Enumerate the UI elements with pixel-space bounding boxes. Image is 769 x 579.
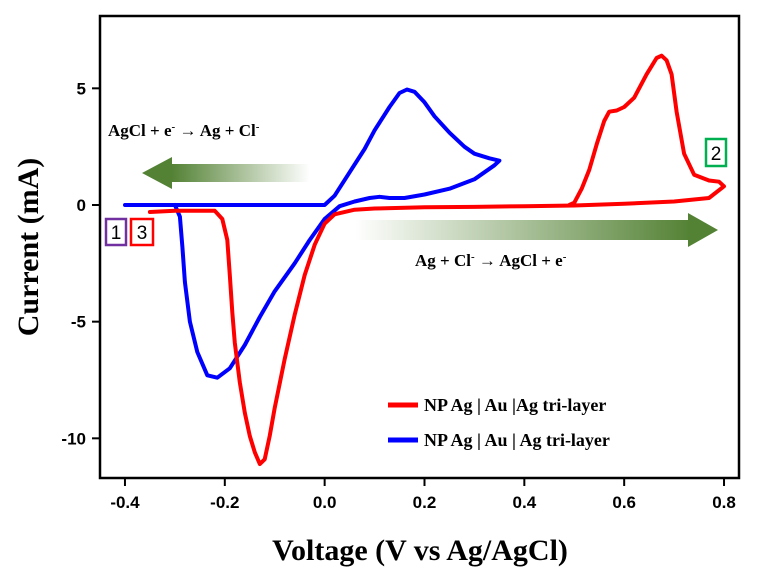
marker-box-1: 1 [104, 217, 128, 247]
series-red-line [147, 53, 726, 466]
oxidation-equation: Ag + Cl- → AgCl + e- [415, 251, 567, 270]
svg-text:2: 2 [711, 144, 722, 165]
y-axis-ticks: -10 -5 0 5 [61, 79, 100, 448]
y-tick-label: 5 [77, 79, 86, 98]
y-tick-label: 0 [77, 196, 86, 215]
series-blue-line [123, 87, 502, 380]
svg-text:1: 1 [111, 223, 122, 244]
legend-label-blue: NP Ag | Au | Ag tri-layer [424, 430, 610, 450]
x-tick-label: 0.2 [413, 493, 437, 512]
x-tick-label: -0.4 [110, 493, 140, 512]
oxidation-arrow [355, 213, 718, 247]
marker-box-3: 3 [129, 217, 155, 247]
x-tick-label: -0.2 [210, 493, 239, 512]
x-axis-ticks: -0.4 -0.2 0.0 0.2 0.4 0.6 0.8 [110, 478, 736, 512]
svg-text:3: 3 [137, 223, 148, 244]
plot-area-frame [98, 14, 741, 480]
x-axis-title: Voltage (V vs Ag/AgCl) [272, 534, 568, 567]
reduction-arrow [142, 157, 310, 189]
legend-label-red: NP Ag | Au |Ag tri-layer [424, 395, 606, 415]
x-tick-label: 0.4 [513, 493, 537, 512]
x-tick-label: 0.0 [313, 493, 337, 512]
legend: NP Ag | Au |Ag tri-layer NP Ag | Au | Ag… [388, 395, 610, 450]
reduction-equation: AgCl + e- → Ag + Cl- [108, 121, 260, 140]
series-lines [123, 53, 726, 466]
y-axis-title: Current (mA) [12, 158, 45, 337]
y-tick-label: -10 [61, 429, 86, 448]
x-tick-label: 0.6 [612, 493, 636, 512]
y-tick-label: -5 [71, 313, 86, 332]
marker-box-2: 2 [704, 137, 728, 168]
x-tick-label: 0.8 [712, 493, 736, 512]
